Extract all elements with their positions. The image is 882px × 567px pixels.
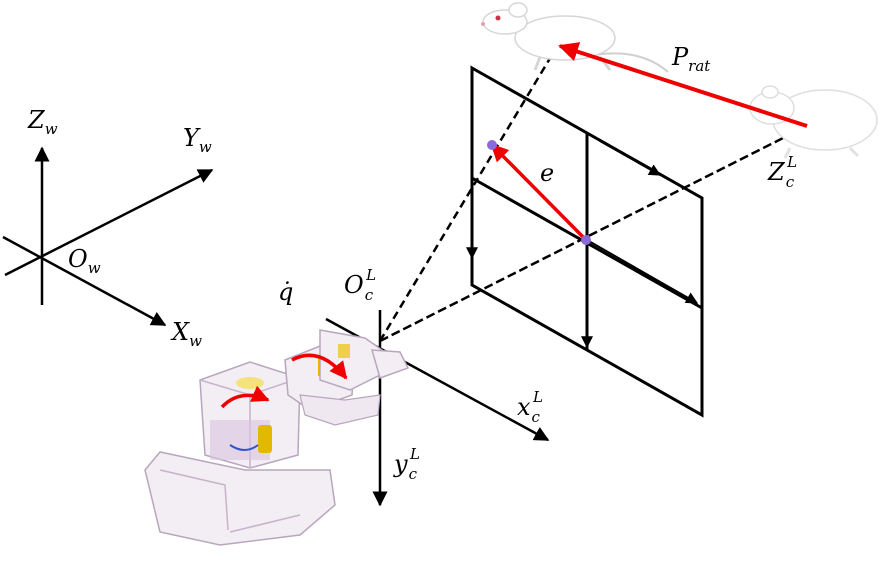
image-u-arrow-center (586, 239, 699, 304)
world-x-axis (2, 235, 167, 327)
label-x-camera: xcL (517, 388, 543, 426)
label-error: e (540, 159, 554, 187)
label-z-camera: ZcL (767, 153, 797, 191)
image-u-arrow-top (599, 140, 662, 176)
rat-far-icon (749, 85, 878, 159)
projected-rat-point (487, 140, 497, 150)
camera-z-axis-dashed (379, 124, 808, 343)
label-o-world: Ow (68, 245, 101, 277)
camera-frame (325, 44, 808, 507)
rat-position-vector (558, 42, 808, 128)
world-frame (2, 146, 214, 327)
robot-arm-icon (144, 329, 410, 546)
projection-ray-dashed (378, 44, 560, 342)
label-z-world: Zw (27, 106, 58, 138)
label-y-world: Yw (183, 124, 212, 156)
label-o-camera: OcL (344, 266, 376, 304)
label-rat-position: Prat (671, 43, 711, 75)
rat-icon (481, 2, 669, 73)
label-x-world: Xw (170, 318, 202, 350)
image-plane-arrows (466, 140, 699, 349)
image-center-point (581, 235, 591, 245)
label-joint-velocity: q̇ (278, 278, 293, 306)
error-vector (490, 143, 588, 242)
world-y-axis (4, 168, 214, 277)
label-y-camera: ycL (393, 445, 420, 483)
